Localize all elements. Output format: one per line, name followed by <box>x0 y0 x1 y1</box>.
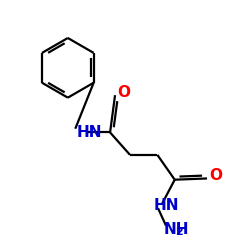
Text: O: O <box>118 85 130 100</box>
Text: O: O <box>210 168 222 184</box>
Text: HN: HN <box>76 125 102 140</box>
Text: NH: NH <box>164 222 189 237</box>
Text: HN: HN <box>154 198 179 213</box>
Text: 2: 2 <box>176 228 183 237</box>
